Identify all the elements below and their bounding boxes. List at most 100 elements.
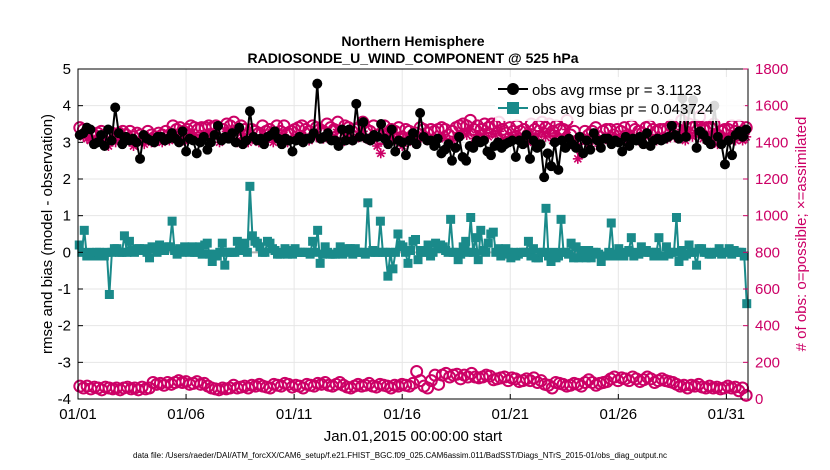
- rmse-point: [85, 124, 96, 135]
- y-right-tick-label: 600: [755, 281, 780, 298]
- rmse-point: [344, 124, 355, 135]
- bias-point: [493, 244, 503, 254]
- bias-point: [405, 246, 415, 255]
- bias-point: [165, 242, 175, 252]
- bias-point: [265, 238, 275, 248]
- rmse-point: [446, 155, 457, 166]
- bias-point: [245, 181, 255, 191]
- rmse-point: [244, 106, 255, 117]
- legend: obs avg rmse pr = 3.1123 obs avg bias pr…: [495, 77, 745, 121]
- rmse-point: [135, 153, 146, 164]
- bias-point: [260, 247, 270, 257]
- possible-obs-lower-point: [421, 381, 435, 395]
- bias-point: [187, 242, 197, 252]
- rmse-point: [411, 139, 422, 150]
- rmse-point: [450, 142, 461, 153]
- bias-point: [167, 216, 177, 226]
- bias-point: [682, 249, 692, 259]
- rmse-point: [485, 150, 496, 161]
- y-right-tick-label: 800: [755, 244, 780, 261]
- y-tick-label: 5: [63, 61, 71, 78]
- bias-point: [305, 249, 315, 259]
- rmse-point: [415, 108, 426, 118]
- rmse-point: [340, 135, 351, 146]
- bias-point: [383, 271, 393, 281]
- rmse-point: [691, 142, 702, 153]
- x-tick-label: 01/01: [59, 406, 97, 423]
- bias-point: [255, 242, 265, 252]
- bias-point: [345, 244, 355, 254]
- rmse-point: [177, 126, 188, 137]
- y-right-tick-label: 1600: [755, 98, 788, 115]
- y-tick-label: -1: [58, 281, 71, 298]
- legend-box: [495, 77, 745, 121]
- bias-point: [488, 227, 498, 237]
- bias-point: [145, 253, 155, 263]
- bias-point: [714, 244, 724, 254]
- y-right-tick-label: 400: [755, 318, 780, 335]
- rmse-point: [680, 131, 691, 142]
- rmse-point: [507, 135, 518, 146]
- bias-point: [586, 253, 596, 263]
- rmse-point: [283, 135, 294, 146]
- rmse-point: [461, 155, 472, 166]
- chart-subtitle: RADIOSONDE_U_WIND_COMPONENT @ 525 hPa: [247, 50, 578, 66]
- y-right-tick-label: 0: [755, 391, 763, 408]
- bias-point: [443, 247, 453, 257]
- rmse-point: [727, 150, 738, 161]
- rmse-point: [400, 150, 411, 161]
- bias-point: [122, 247, 132, 257]
- bias-point: [142, 247, 152, 257]
- bias-point: [215, 247, 225, 257]
- x-tick-label: 01/26: [600, 406, 638, 423]
- chart-title: Northern Hemisphere: [341, 33, 484, 49]
- y-tick-label: -3: [58, 354, 71, 371]
- y-tick-label: -2: [58, 318, 71, 335]
- bias-point: [393, 229, 403, 239]
- bias-point: [549, 247, 559, 257]
- bias-point: [310, 247, 320, 257]
- rmse-point: [517, 139, 528, 150]
- rmse-point: [386, 124, 397, 135]
- y-right-tick-label: 1400: [755, 134, 788, 151]
- bias-point: [624, 246, 634, 255]
- rmse-point: [641, 128, 652, 139]
- bias-point: [119, 231, 129, 241]
- bias-point: [671, 213, 681, 222]
- bias-point: [363, 198, 373, 208]
- bias-point: [456, 249, 466, 259]
- bias-point: [483, 238, 493, 248]
- bias-point: [564, 249, 574, 259]
- rmse-point: [181, 146, 192, 157]
- rmse-point: [383, 139, 394, 150]
- bias-point: [453, 255, 463, 265]
- bias-point: [197, 249, 207, 259]
- bias-point: [689, 247, 699, 257]
- bias-point: [571, 242, 581, 252]
- y-right-tick-label: 1800: [755, 61, 788, 78]
- y-tick-label: 3: [63, 134, 71, 151]
- possible-obs-lower-point: [574, 379, 588, 393]
- bias-point: [556, 214, 566, 224]
- bias-point: [172, 249, 182, 259]
- bias-point: [428, 247, 438, 257]
- bias-point: [207, 257, 217, 266]
- bias-point: [247, 231, 257, 241]
- bias-point: [403, 258, 413, 268]
- rmse-point: [333, 141, 344, 151]
- bias-point: [503, 247, 513, 257]
- rmse-point: [106, 135, 117, 146]
- bias-point: [661, 242, 671, 252]
- bias-point: [202, 238, 212, 248]
- rmse-point: [454, 131, 465, 142]
- bias-point: [481, 247, 491, 257]
- bias-point: [217, 238, 227, 248]
- bias-point: [461, 236, 471, 246]
- rmse-point: [553, 164, 564, 175]
- rmse-point: [227, 128, 238, 139]
- bias-point: [546, 257, 556, 266]
- y-right-tick-label: 1200: [755, 171, 788, 188]
- bias-point: [421, 247, 431, 257]
- rmse-point: [308, 128, 319, 139]
- rmse-point: [99, 141, 110, 151]
